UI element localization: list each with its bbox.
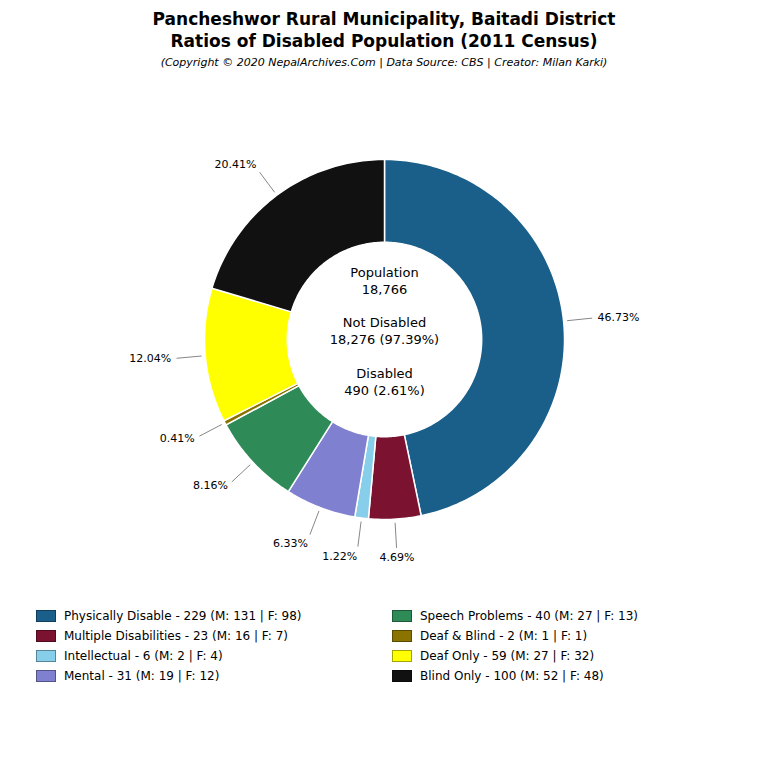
html-text:Intellectual - 6 (M: 2 | F: 4): Intellectual - 6 (M: 2 | F: 4) bbox=[64, 649, 223, 664]
svg-text:4.69%: 4.69% bbox=[379, 551, 414, 564]
html-text:Pancheshwor Rural Municipality: Pancheshwor Rural Municipality, Baitadi … bbox=[152, 9, 616, 52]
svg-text:0.41%: 0.41% bbox=[160, 432, 195, 445]
svg-text:6.33%: 6.33% bbox=[273, 538, 308, 551]
html-text:Physically Disable - 229 (M: 1: Physically Disable - 229 (M: 131 | F: 98… bbox=[64, 609, 302, 624]
svg-text:8.16%: 8.16% bbox=[193, 479, 228, 492]
svg-text:46.73%: 46.73% bbox=[598, 311, 640, 324]
html-text:Speech Problems - 40 (M: 27 |: Speech Problems - 40 (M: 27 | F: 13) bbox=[420, 609, 638, 624]
html-text:Multiple Disabilities - 23 (M:: Multiple Disabilities - 23 (M: 16 | F: 7… bbox=[64, 629, 288, 644]
svg-text:Population18,766Not Disabled18: Population18,766Not Disabled18,276 (97.3… bbox=[330, 265, 439, 398]
html-text:(Copyright © 2020 NepalArchive: (Copyright © 2020 NepalArchives.Com | Da… bbox=[160, 56, 608, 70]
html-text:Blind Only - 100 (M: 52 | F: 4: Blind Only - 100 (M: 52 | F: 48) bbox=[420, 669, 604, 684]
svg-text:20.41%: 20.41% bbox=[214, 158, 256, 171]
html-text:Mental - 31 (M: 19 | F: 12): Mental - 31 (M: 19 | F: 12) bbox=[64, 669, 220, 684]
html-text:Deaf Only - 59 (M: 27 | F: 32): Deaf Only - 59 (M: 27 | F: 32) bbox=[420, 649, 595, 664]
svg-text:1.22%: 1.22% bbox=[322, 550, 357, 563]
html-text:Deaf & Blind - 2 (M: 1 | F: 1): Deaf & Blind - 2 (M: 1 | F: 1) bbox=[420, 629, 588, 644]
svg-text:12.04%: 12.04% bbox=[129, 352, 171, 365]
